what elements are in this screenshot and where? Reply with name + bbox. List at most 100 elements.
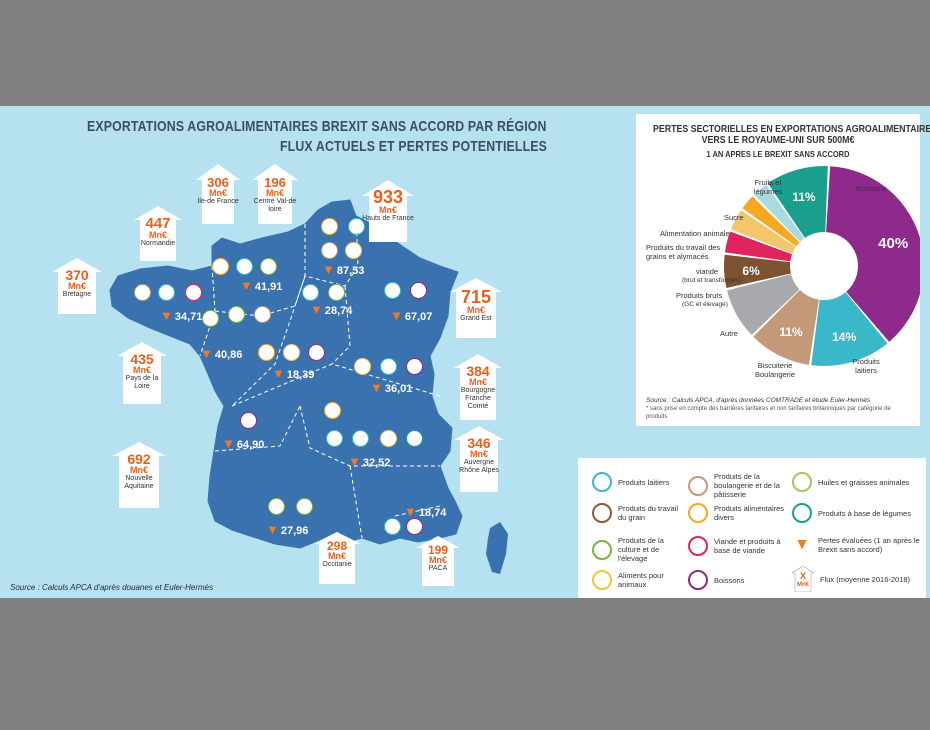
legend-item: Produits à base de légumes — [792, 503, 912, 523]
product-icon — [268, 498, 285, 515]
region-value: 199 — [427, 543, 449, 557]
pie-slice — [811, 292, 888, 366]
legend-label: Aliments pour animaux — [618, 571, 664, 589]
bakery-icon — [688, 475, 708, 496]
flow-arrow-icon: X Mn€ — [792, 566, 814, 592]
product-icon — [384, 282, 401, 299]
pie-source: Source : Calculs APCA, d'après données C… — [646, 397, 871, 404]
loss-value: 18,74 — [418, 507, 447, 519]
loss-value: 64,90 — [236, 439, 265, 451]
pie-slice — [727, 274, 800, 335]
loss-pays-de-la-loire: ▼ 40,86 — [200, 346, 242, 361]
flow-x: X — [799, 571, 806, 581]
product-icon — [324, 402, 341, 419]
pie-label-sucre: Sucre — [724, 213, 744, 222]
pie-pct-label: 14% — [832, 330, 856, 344]
region-name: Occitanie — [322, 561, 352, 568]
down-arrow-icon: ▼ — [370, 380, 383, 395]
down-arrow-icon: ▼ — [240, 278, 253, 293]
loss-hauts-de-france: ▼ 87,53 — [322, 262, 364, 277]
pie-label-autre: Autre — [720, 329, 738, 338]
region-name: Grand Est — [460, 315, 492, 322]
region-auvergne-rhone-alpes: 346 Mn€ Auvergne Rhône Alpes — [454, 426, 504, 492]
region-occitanie: 298 Mn€ Occitanie — [313, 532, 361, 584]
pie-slice — [753, 290, 819, 365]
product-icon — [240, 412, 257, 429]
region-hauts-de-france: 933 Mn€ Hauts de France — [362, 180, 414, 242]
drinks-icon — [688, 570, 708, 590]
pie-label-laitiers: Produits laitiers — [852, 357, 880, 375]
product-icon — [302, 284, 319, 301]
legend-item: Produits de la culture et de l'élevage — [592, 536, 684, 563]
region-value: 715 — [460, 287, 492, 307]
loss-value: 18,39 — [286, 369, 315, 381]
product-icon — [354, 358, 371, 375]
legend-item: X Mn€ Flux (moyenne 2016-2018) — [792, 566, 920, 592]
pie-label-boissons: Boissons — [856, 184, 887, 193]
region-pays-de-la-loire: 435 Mn€ Pays de la Loire — [117, 342, 167, 404]
pie-slice — [753, 184, 805, 242]
vegetables-icon — [792, 503, 812, 523]
pie-chart: 40% 14% 11% 6% 11% — [724, 166, 920, 366]
pie-note: * sans prise en compte des barrières tar… — [646, 406, 891, 420]
legend-label: Viande et produits à base de viande — [714, 537, 781, 555]
down-arrow-icon: ▼ — [222, 436, 235, 451]
region-name: Nouvelle Aquitaine — [124, 475, 154, 491]
pie-pct-label: 11% — [792, 190, 816, 204]
product-icon — [236, 258, 253, 275]
product-icon — [406, 430, 423, 447]
loss-value: 87,53 — [336, 265, 365, 277]
corsica — [486, 522, 508, 574]
down-arrow-icon: ▼ — [404, 504, 417, 519]
region-bretagne: 370 Mn€ Bretagne — [52, 258, 102, 314]
region-value: 384 — [466, 363, 490, 379]
loss-value: 40,86 — [214, 349, 243, 361]
region-name: Auvergne Rhône Alpes — [459, 459, 499, 475]
product-icon — [348, 218, 365, 235]
flow-unit: Mn€ — [797, 582, 809, 588]
loss-occitanie: ▼ 27,96 — [266, 522, 308, 537]
pie-label-viande: viande — [696, 267, 719, 276]
loss-value: 34,71 — [174, 311, 203, 323]
product-icon — [228, 306, 245, 323]
legend-label: Produits de la boulangerie et de la pâti… — [714, 472, 780, 499]
region-paca: 199 Mn€ PACA — [416, 536, 460, 586]
legend-label: Produits de la culture et de l'élevage — [618, 536, 664, 563]
loss-arrow-icon: ▼ — [794, 536, 810, 553]
loss-value: 32,52 — [362, 457, 391, 469]
loss-value: 36,01 — [384, 383, 413, 395]
region-value: 370 — [65, 267, 89, 283]
legend-label: Huiles et graisses animales — [818, 477, 910, 487]
down-arrow-icon: ▼ — [272, 366, 285, 381]
legend-item: Huiles et graisses animales — [792, 472, 912, 492]
map-title: EXPORTATIONS AGROALIMENTAIRES BREXIT SAN… — [87, 118, 547, 135]
pie-label-fruits: Fruits et légumes — [753, 178, 783, 196]
pie-label-bruts: Produits bruts — [676, 291, 723, 300]
region-name: Pays de la Loire — [125, 375, 159, 391]
region-unit: Mn€ — [266, 188, 284, 198]
legend-item: Boissons — [688, 570, 794, 590]
region-unit: Mn€ — [149, 230, 167, 240]
pie-slice — [724, 231, 793, 262]
meat-icon — [688, 536, 708, 556]
region-value: 933 — [372, 187, 404, 207]
region-bourgogne-franche-comte: 384 Mn€ Bourgogne Franche Comté — [454, 354, 502, 420]
region-value: 447 — [145, 215, 171, 232]
legend-label: Produits laitiers — [618, 477, 670, 487]
loss-centre-val-de-loire: ▼ 18,39 — [272, 366, 314, 381]
product-icon — [384, 518, 401, 535]
oil-icon — [792, 472, 812, 492]
legend-label: Flux (moyenne 2016-2018) — [820, 574, 911, 584]
legend-label: Produits alimentaires divers — [714, 504, 785, 522]
loss-value: 67,07 — [404, 311, 433, 323]
pie-pct-label: 40% — [878, 235, 908, 252]
product-icon — [352, 430, 369, 447]
pie-title-line2: VERS LE ROYAUME-UNI SUR 500M€ — [701, 135, 855, 146]
down-arrow-icon: ▼ — [348, 454, 361, 469]
milk-icon — [592, 472, 612, 492]
product-icon — [380, 358, 397, 375]
product-icon — [260, 258, 277, 275]
loss-bretagne: ▼ 34,71 — [160, 308, 202, 323]
loss-grand-est: ▼ 67,07 — [390, 308, 432, 323]
product-icon — [321, 218, 338, 235]
